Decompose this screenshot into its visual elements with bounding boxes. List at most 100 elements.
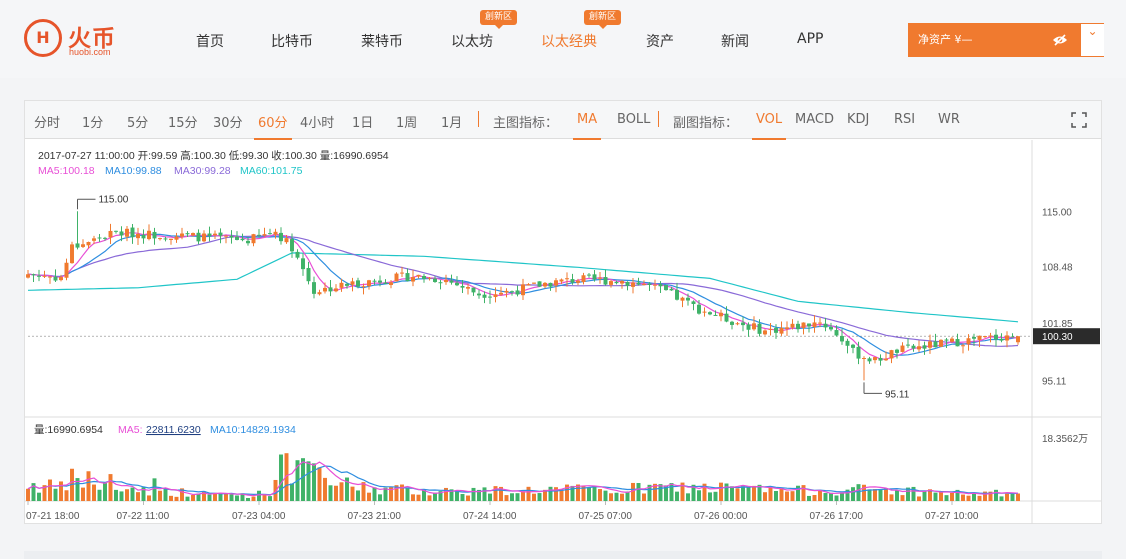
indicator-rsi[interactable]: RSI bbox=[894, 112, 916, 127]
volume-bar bbox=[163, 487, 168, 501]
candle-body bbox=[207, 233, 212, 237]
indicator-kdj[interactable]: KDJ bbox=[847, 112, 870, 127]
volume-bar bbox=[207, 494, 212, 501]
volume-bar bbox=[691, 484, 696, 501]
candle-body bbox=[1010, 336, 1015, 338]
volume-bar bbox=[130, 487, 135, 501]
candle-body bbox=[658, 284, 663, 287]
volume-bar bbox=[900, 495, 905, 501]
candle-body bbox=[59, 277, 63, 281]
period-1day[interactable]: 1日 bbox=[352, 116, 374, 131]
candle-body bbox=[510, 291, 514, 293]
nav-bitcoin[interactable]: 比特币 bbox=[271, 34, 313, 50]
volume-bar bbox=[1005, 493, 1009, 501]
indicator-wr[interactable]: WR bbox=[938, 112, 960, 127]
volume-bar bbox=[174, 496, 179, 501]
candle-body bbox=[719, 312, 723, 317]
volume-bar bbox=[103, 483, 107, 501]
candle-body bbox=[427, 277, 432, 279]
candle-body bbox=[647, 283, 652, 285]
candle-body bbox=[631, 282, 635, 287]
volume-bar bbox=[97, 489, 102, 501]
volume-bar bbox=[152, 478, 157, 501]
net-asset-box[interactable]: 净资产 ¥— ⌄ bbox=[908, 23, 1104, 57]
volume-bar bbox=[790, 491, 795, 501]
candle-body bbox=[526, 284, 531, 286]
candle-body bbox=[345, 283, 349, 286]
candle-body bbox=[372, 280, 377, 282]
huobi-logo[interactable]: H 火币 huobi.com bbox=[24, 19, 124, 59]
candle-body bbox=[614, 281, 619, 284]
toolbar-divider bbox=[658, 111, 659, 127]
period-15min[interactable]: 15分 bbox=[168, 116, 198, 131]
period-30min[interactable]: 30分 bbox=[213, 116, 243, 131]
net-asset-label: 净资产 ¥— bbox=[918, 33, 973, 46]
candle-body bbox=[37, 275, 41, 277]
candle-body bbox=[405, 273, 410, 282]
candle-body bbox=[1016, 336, 1020, 343]
volume-bar bbox=[972, 493, 976, 501]
asset-dropdown-button[interactable]: ⌄ bbox=[1080, 24, 1104, 56]
candle-body bbox=[812, 322, 817, 327]
period-4hour[interactable]: 4小时 bbox=[300, 116, 335, 131]
last-price-tag bbox=[1033, 328, 1100, 345]
chart-toolbar: 分时 1分 5分 15分 30分 60分 4小时 1日 1周 1月 主图指标： … bbox=[25, 101, 1101, 140]
candle-body bbox=[867, 358, 872, 362]
candle-body bbox=[669, 288, 674, 291]
kline-chart-area[interactable]: 2017-07-27 11:00:00 开:99.59 高:100.30 低:9… bbox=[25, 140, 1101, 524]
volume-bar bbox=[493, 486, 498, 501]
volume-bar bbox=[609, 493, 613, 501]
candle-body bbox=[917, 346, 921, 350]
nav-assets[interactable]: 资产 bbox=[646, 34, 674, 50]
nav-ethereum-classic[interactable]: 以太经典 bbox=[541, 34, 597, 50]
volume-bar bbox=[477, 489, 481, 501]
indicator-ma[interactable]: MA bbox=[572, 112, 602, 140]
low-marker-label: 95.11 bbox=[885, 389, 910, 400]
candle-body bbox=[130, 227, 135, 238]
period-1week[interactable]: 1周 bbox=[396, 116, 418, 131]
candle-body bbox=[356, 280, 360, 287]
volume-bar bbox=[834, 495, 839, 501]
x-tick-label: 07-26 00:00 bbox=[694, 511, 748, 522]
volume-bar bbox=[988, 491, 993, 501]
nav-home[interactable]: 首页 bbox=[196, 34, 224, 50]
candle-body bbox=[884, 358, 888, 361]
candle-body bbox=[521, 284, 525, 296]
volume-bar bbox=[999, 496, 1004, 501]
volume-bar bbox=[64, 490, 69, 501]
period-60min[interactable]: 60分 bbox=[254, 112, 292, 140]
net-asset-button[interactable]: 净资产 ¥— bbox=[909, 24, 1080, 56]
chevron-down-icon: ⌄ bbox=[1087, 24, 1098, 38]
volume-bar bbox=[955, 489, 960, 501]
volume-bar bbox=[328, 485, 333, 501]
period-timeline[interactable]: 分时 bbox=[34, 116, 61, 131]
fullscreen-icon[interactable] bbox=[1071, 112, 1087, 128]
nav-app[interactable]: APP bbox=[797, 31, 824, 47]
candle-body bbox=[724, 313, 729, 322]
eye-hidden-icon[interactable] bbox=[1052, 34, 1068, 46]
indicator-macd[interactable]: MACD bbox=[795, 112, 834, 127]
period-5min[interactable]: 5分 bbox=[127, 116, 149, 131]
candle-body bbox=[251, 234, 256, 244]
volume-bar bbox=[334, 485, 338, 501]
indicator-boll[interactable]: BOLL bbox=[617, 112, 651, 127]
vol-ma10-legend: MA10:14829.1934 bbox=[210, 424, 296, 436]
volume-bar bbox=[422, 489, 426, 501]
volume-bar bbox=[240, 493, 245, 501]
candle-body bbox=[334, 288, 338, 292]
kline-chart-svg[interactable]: 2017-07-27 11:00:00 开:99.59 高:100.30 低:9… bbox=[25, 140, 1101, 524]
period-1month[interactable]: 1月 bbox=[441, 116, 463, 131]
candle-body bbox=[587, 274, 591, 276]
candle-body bbox=[306, 267, 311, 282]
indicator-vol[interactable]: VOL bbox=[751, 112, 787, 140]
nav-ethereum[interactable]: 以太坊 bbox=[451, 34, 493, 50]
volume-bar bbox=[840, 493, 844, 501]
candle-body bbox=[141, 234, 146, 239]
volume-bar bbox=[614, 492, 619, 501]
volume-bar bbox=[818, 490, 822, 501]
nav-news[interactable]: 新闻 bbox=[721, 34, 749, 50]
candle-body bbox=[152, 231, 157, 239]
nav-litecoin[interactable]: 莱特币 bbox=[361, 34, 403, 50]
period-1min[interactable]: 1分 bbox=[82, 116, 104, 131]
candle-body bbox=[697, 304, 701, 314]
